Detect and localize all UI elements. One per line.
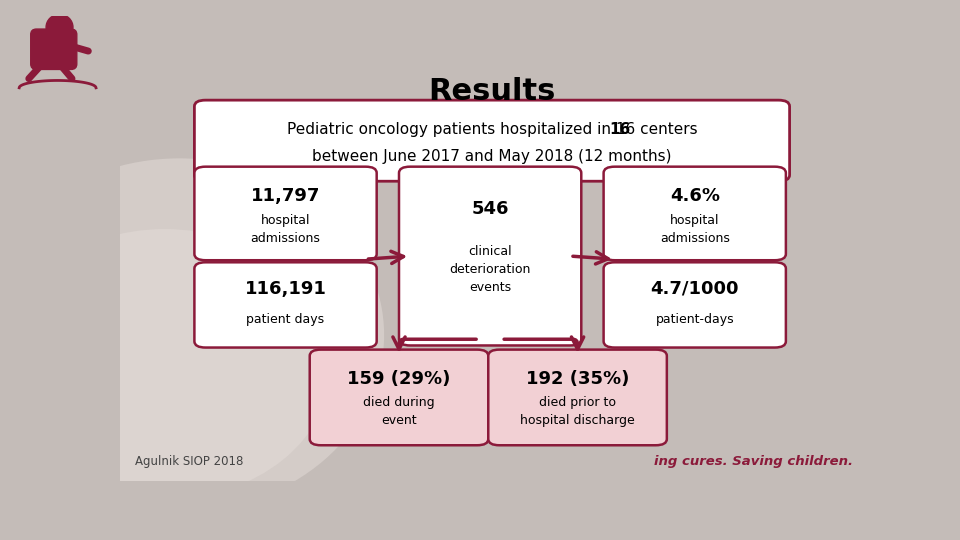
Text: Results: Results: [428, 77, 556, 106]
Text: Agulnik SIOP 2018: Agulnik SIOP 2018: [134, 455, 243, 468]
Text: 11,797: 11,797: [251, 187, 321, 205]
FancyBboxPatch shape: [604, 262, 786, 348]
FancyBboxPatch shape: [399, 167, 581, 346]
FancyBboxPatch shape: [194, 262, 376, 348]
Text: 159 (29%): 159 (29%): [348, 370, 450, 388]
Text: 16: 16: [610, 122, 631, 137]
Text: 116,191: 116,191: [245, 280, 326, 298]
Text: 4.6%: 4.6%: [670, 187, 720, 205]
Text: Pediatric oncology patients hospitalized in 16 centers: Pediatric oncology patients hospitalized…: [287, 122, 697, 137]
Ellipse shape: [0, 158, 384, 512]
Text: 4.7/1000: 4.7/1000: [651, 280, 739, 298]
Text: died during
event: died during event: [363, 396, 435, 427]
Text: hospital
admissions: hospital admissions: [251, 214, 321, 245]
FancyBboxPatch shape: [310, 349, 489, 445]
FancyBboxPatch shape: [194, 100, 789, 181]
FancyBboxPatch shape: [194, 167, 376, 260]
Ellipse shape: [0, 229, 332, 500]
Text: died prior to
hospital discharge: died prior to hospital discharge: [520, 396, 635, 427]
Text: clinical
deterioration
events: clinical deterioration events: [449, 245, 531, 294]
Circle shape: [46, 15, 73, 40]
Text: between June 2017 and May 2018 (12 months): between June 2017 and May 2018 (12 month…: [312, 149, 672, 164]
Text: ing cures. Saving children.: ing cures. Saving children.: [654, 455, 852, 468]
FancyBboxPatch shape: [31, 29, 77, 70]
FancyBboxPatch shape: [489, 349, 667, 445]
Text: patient days: patient days: [247, 313, 324, 326]
Text: patient-days: patient-days: [656, 313, 734, 326]
Text: 546: 546: [471, 200, 509, 219]
FancyBboxPatch shape: [604, 167, 786, 260]
Text: 192 (35%): 192 (35%): [526, 370, 629, 388]
Text: hospital
admissions: hospital admissions: [660, 214, 730, 245]
